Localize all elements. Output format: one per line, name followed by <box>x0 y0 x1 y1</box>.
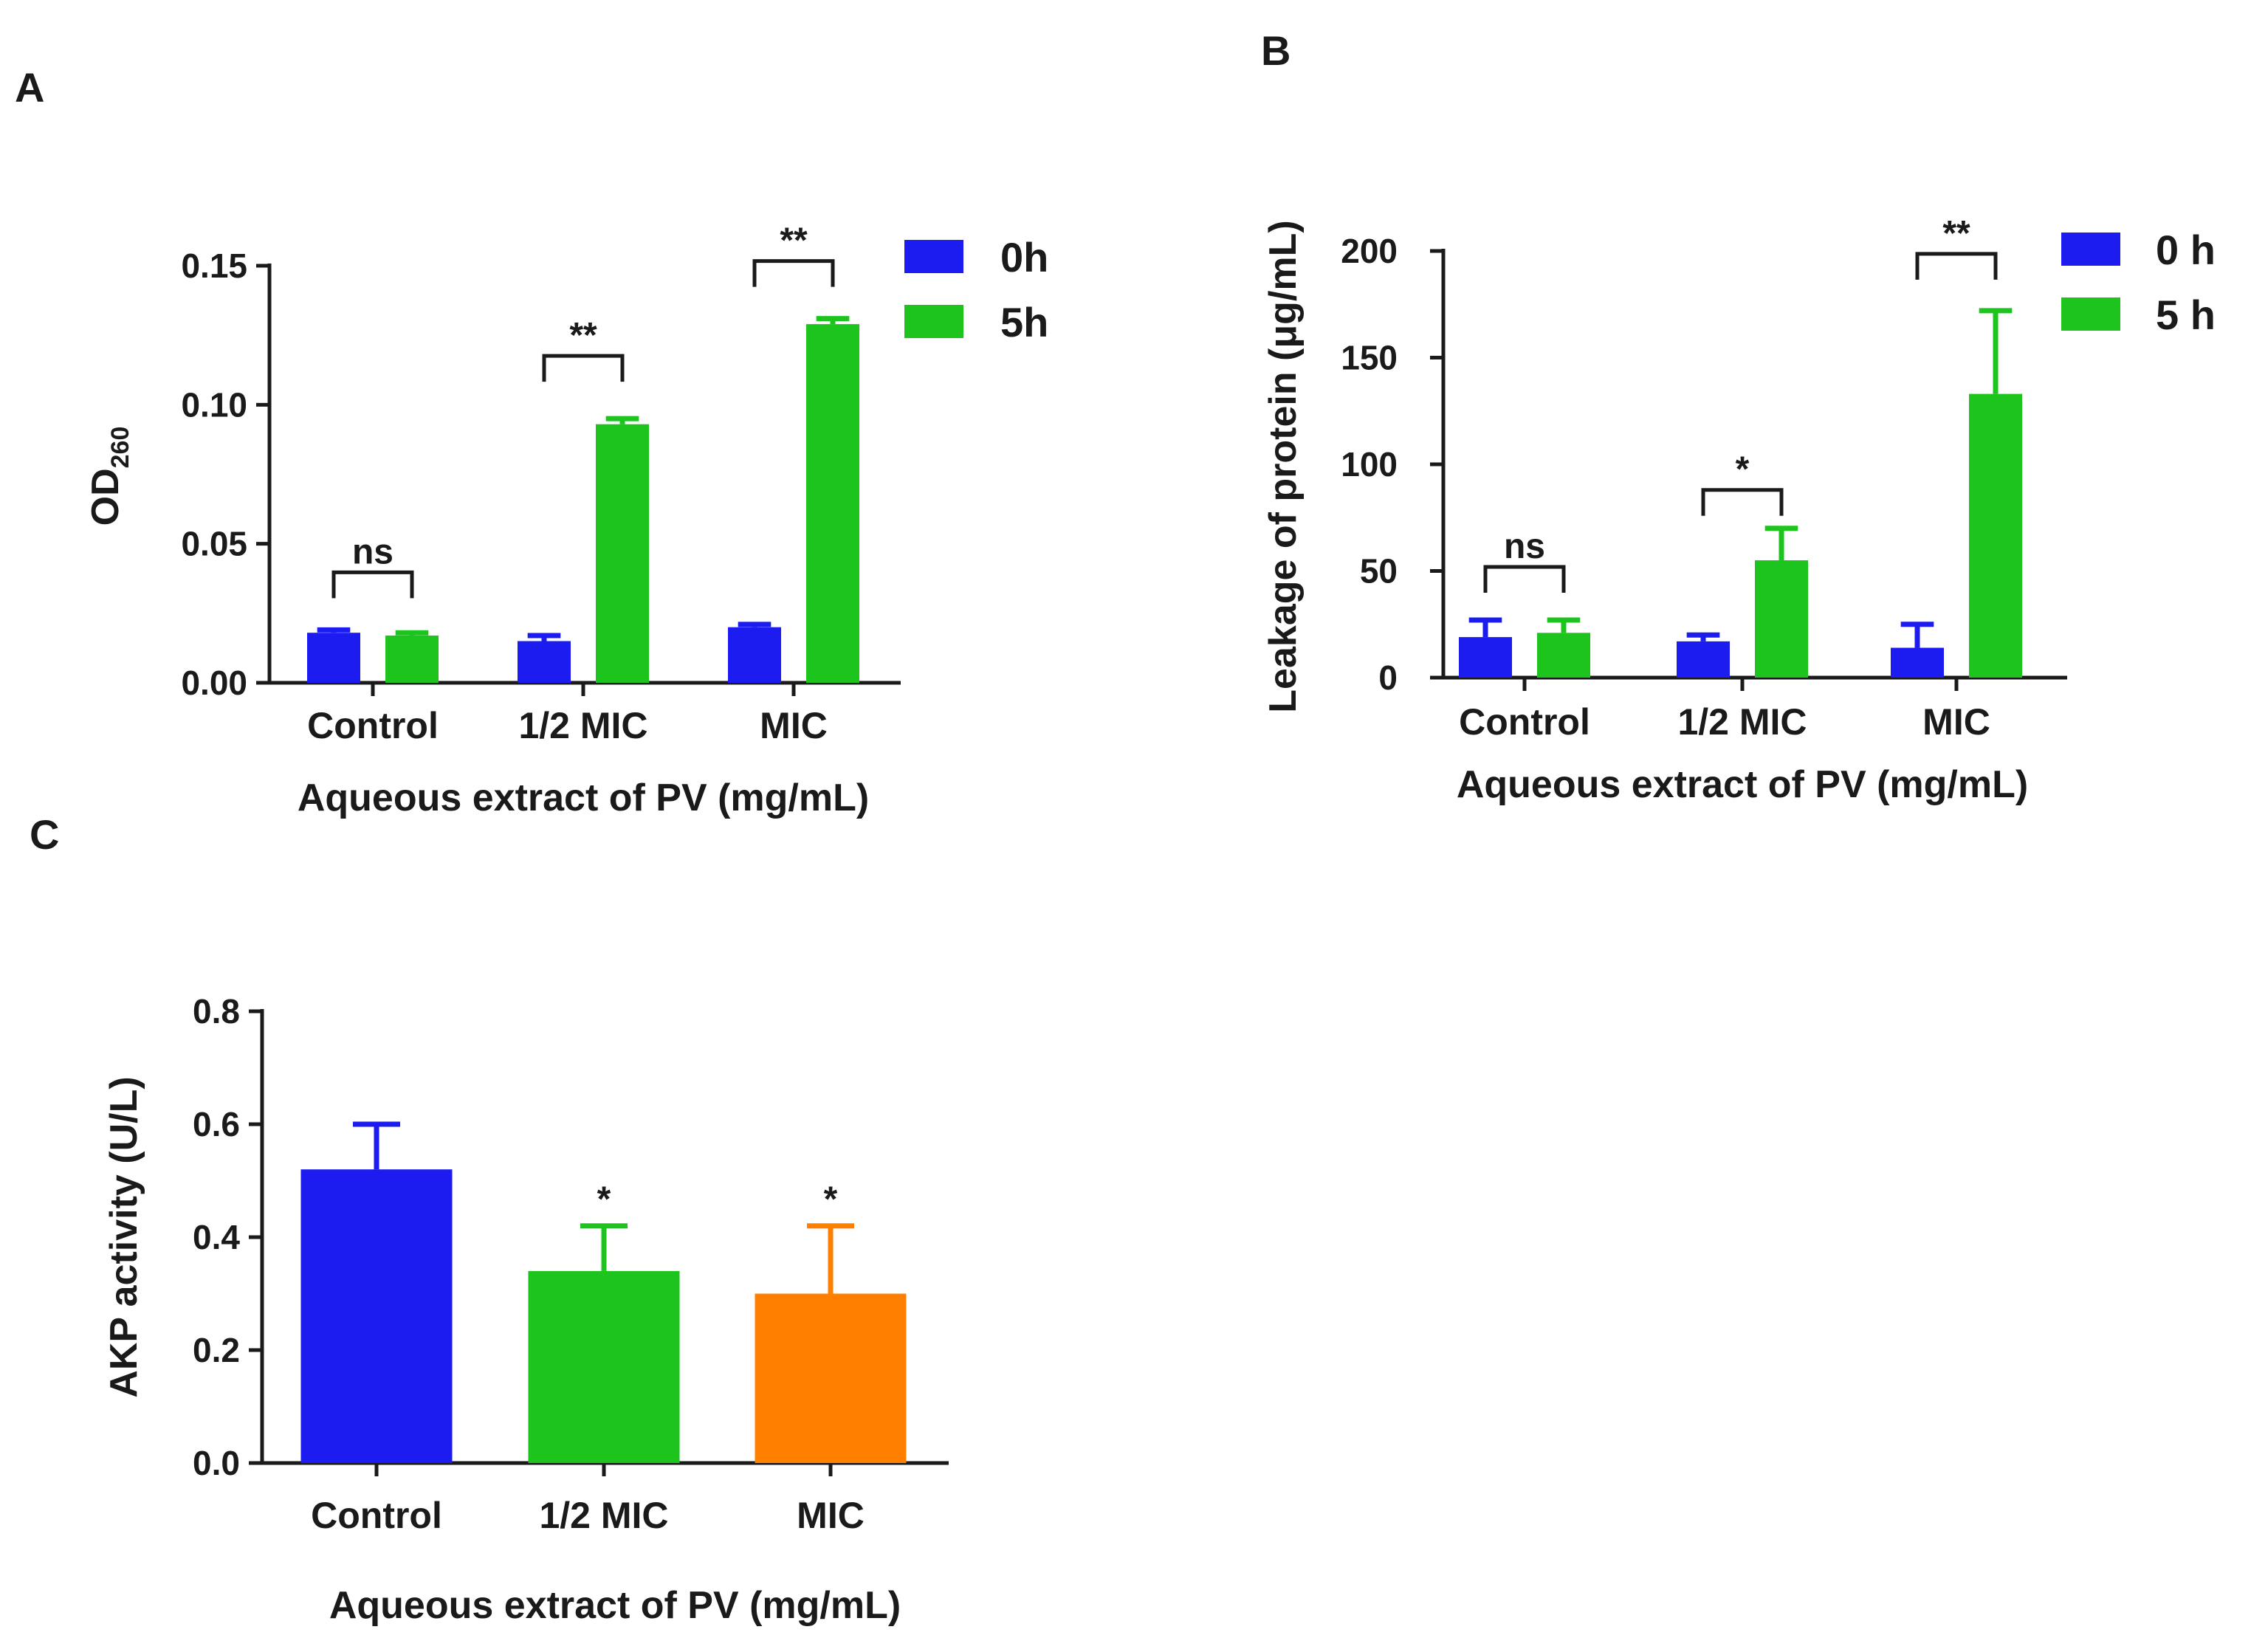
significance-label: ** <box>780 221 808 261</box>
legend-label: 0 h <box>2156 227 2216 273</box>
x-tick-label: 1/2 MIC <box>1677 701 1807 743</box>
bar <box>307 633 360 683</box>
y-tick-label: 50 <box>1360 552 1398 591</box>
x-tick-label: Control <box>307 705 439 746</box>
legend-label: 5 h <box>2156 292 2216 338</box>
significance-label: * <box>597 1180 611 1219</box>
significance-label: * <box>824 1180 838 1219</box>
y-axis-title-main: OD <box>84 468 127 526</box>
chart-c: 0.0 0.2 0.4 0.6 0.8 Control 1/2 MIC MIC * * Aqueou… <box>103 992 949 1627</box>
y-tick-label: 0.05 <box>181 525 247 563</box>
significance-bracket <box>1915 252 1998 280</box>
y-tick-label: 100 <box>1341 445 1398 483</box>
legend-swatch <box>904 305 963 338</box>
legend-swatch <box>2061 233 2120 266</box>
significance-label: ns <box>352 532 394 571</box>
y-tick-label: 0.10 <box>181 385 247 424</box>
legend-label: 5h <box>1000 299 1048 345</box>
bar <box>1537 633 1590 678</box>
bar <box>528 1270 680 1463</box>
significance-bracket <box>752 259 835 287</box>
y-axis-title: OD260 <box>84 427 134 526</box>
x-tick-label: MIC <box>1922 701 1990 743</box>
x-tick-label: 1/2 MIC <box>539 1495 668 1536</box>
y-tick-label: 150 <box>1341 339 1398 377</box>
x-tick-label: MIC <box>797 1495 865 1536</box>
x-axis-title: Aqueous extract of PV (mg/mL) <box>298 777 869 819</box>
bar <box>1891 647 1944 678</box>
y-tick-label: 200 <box>1341 232 1398 270</box>
legend-label: 0h <box>1000 234 1048 281</box>
x-tick-label: Control <box>311 1495 442 1536</box>
y-tick-label: 0.2 <box>193 1331 240 1369</box>
y-tick-label: 0.0 <box>193 1444 240 1482</box>
x-tick-label: MIC <box>760 705 828 746</box>
bar <box>300 1169 453 1463</box>
bar <box>1677 641 1730 678</box>
panel-label-a: A <box>15 64 44 111</box>
bar <box>1755 560 1808 678</box>
bar <box>385 635 439 683</box>
y-tick-label: 0.4 <box>193 1218 240 1256</box>
chart-a: 0.00 0.05 0.10 0.15 Control 1/2 MIC MIC ns ** ** A… <box>84 221 1048 819</box>
legend-swatch <box>904 240 963 273</box>
bar <box>1459 637 1512 678</box>
significance-bracket <box>331 570 414 599</box>
bar <box>806 324 859 683</box>
x-tick-label: 1/2 MIC <box>518 705 647 746</box>
y-tick-label: 0.15 <box>181 247 247 285</box>
y-axis-title: AKP activity (U/L) <box>103 1076 145 1397</box>
bar <box>755 1293 907 1463</box>
x-axis-title: Aqueous extract of PV (mg/mL) <box>329 1584 901 1627</box>
significance-label: * <box>1736 450 1750 489</box>
y-axis-title-subscript: 260 <box>106 427 134 469</box>
bar <box>596 424 649 683</box>
panel-label-c: C <box>30 811 59 858</box>
significance-label: ** <box>569 316 597 355</box>
y-tick-label: 0 <box>1378 658 1398 697</box>
bar <box>1969 393 2022 678</box>
y-tick-label: 0.00 <box>181 664 247 702</box>
significance-label: ** <box>1942 214 1970 253</box>
bar <box>518 641 571 683</box>
significance-bracket <box>1483 565 1566 593</box>
significance-label: ns <box>1504 527 1545 566</box>
y-tick-label: 0.8 <box>193 992 240 1030</box>
y-tick-label: 0.6 <box>193 1105 240 1143</box>
y-axis-title: Leakage of protein (μg/mL) <box>1262 220 1305 712</box>
x-axis-title: Aqueous extract of PV (mg/mL) <box>1457 763 2028 806</box>
panel-label-b: B <box>1261 27 1291 74</box>
x-tick-label: Control <box>1459 701 1590 743</box>
legend-swatch <box>2061 297 2120 331</box>
bar <box>728 627 781 683</box>
significance-bracket <box>542 354 625 382</box>
significance-bracket <box>1701 488 1784 516</box>
